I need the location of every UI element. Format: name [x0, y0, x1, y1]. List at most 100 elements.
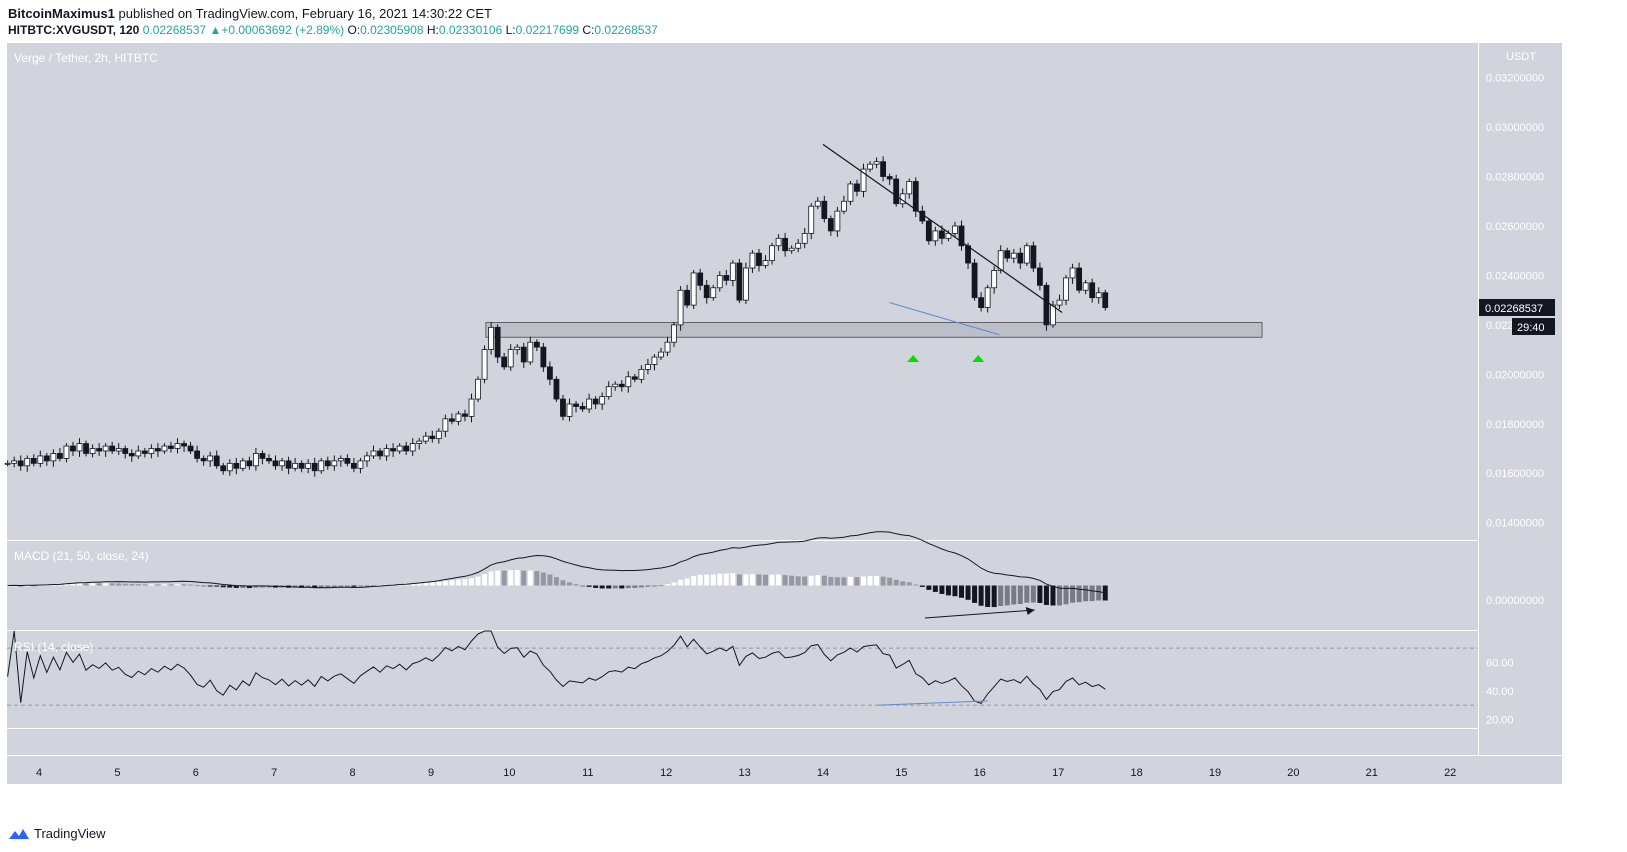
rsi-tick-label: 40.00	[1486, 686, 1514, 698]
macd-histogram-bar	[31, 585, 37, 587]
candle-body	[422, 435, 429, 442]
macd-histogram-bar	[83, 583, 89, 586]
candle	[873, 157, 880, 169]
candle-body	[285, 460, 292, 469]
candle	[337, 455, 344, 467]
footer-brand[interactable]: TradingView	[8, 826, 106, 841]
rsi-pane[interactable]	[7, 631, 1478, 728]
macd-histogram-bar	[442, 580, 448, 586]
candle-body	[57, 453, 63, 459]
macd-pane[interactable]	[7, 541, 1478, 630]
candle	[351, 457, 357, 473]
macd-histogram-bar	[749, 573, 755, 586]
candle	[141, 448, 148, 458]
candle-body	[1056, 299, 1063, 306]
macd-histogram-bar	[828, 576, 834, 586]
macd-histogram-bar	[50, 584, 56, 586]
candle-body	[259, 453, 266, 459]
macd-histogram-bar	[129, 584, 135, 586]
candle	[96, 443, 103, 456]
candle	[200, 455, 207, 466]
price-pane[interactable]	[7, 43, 1478, 540]
author-name[interactable]: BitcoinMaximus1	[8, 6, 115, 21]
macd-histogram-bar	[240, 585, 246, 588]
candle-body	[488, 326, 495, 351]
candle	[344, 454, 351, 467]
candle	[821, 195, 828, 223]
time-axis[interactable]	[7, 756, 1562, 784]
candle	[1023, 242, 1030, 267]
macd-histogram-bar	[560, 580, 566, 586]
candle	[814, 197, 821, 210]
candle-body	[462, 413, 468, 417]
candle	[4, 460, 11, 467]
candle-body	[213, 455, 220, 467]
macd-histogram-bar	[331, 585, 337, 588]
macd-histogram-bar	[932, 585, 938, 592]
candle-body	[527, 341, 534, 363]
macd-histogram-bar	[815, 575, 821, 586]
macd-histogram-bar	[906, 582, 912, 586]
macd-histogram-bar	[220, 585, 226, 588]
macd-histogram-bar	[253, 585, 259, 588]
macd-histogram-bar	[691, 576, 697, 586]
candle-body	[279, 460, 285, 467]
chart-area[interactable]: 20.00 40.00 60.00 0.01400000 0.01600000 0.01…	[0, 0, 1627, 820]
candle-body	[854, 183, 860, 192]
candle-body	[697, 272, 704, 286]
rsi-title: RSI (14, close)	[14, 640, 93, 654]
candle-body	[383, 448, 390, 457]
candle-body	[1076, 267, 1083, 291]
candle	[514, 344, 521, 355]
candle-body	[266, 458, 272, 462]
candle-body	[207, 455, 214, 462]
candle	[1089, 278, 1096, 303]
candle	[912, 177, 919, 218]
symbol-label: HITBTC:XVGUSDT, 120	[8, 23, 140, 37]
macd-histogram-bar	[861, 576, 867, 586]
candle-body	[952, 225, 958, 234]
candle-body	[671, 324, 677, 343]
price-axis[interactable]	[1479, 43, 1562, 755]
macd-histogram-bar	[246, 585, 252, 589]
candle	[834, 206, 841, 237]
candle	[860, 163, 867, 198]
candle-body	[658, 351, 664, 358]
candle	[952, 221, 958, 238]
candle	[1043, 282, 1050, 331]
candle-body	[96, 448, 103, 452]
candle-body	[533, 341, 540, 348]
candle-body	[586, 398, 593, 410]
candle-body	[841, 200, 847, 212]
macd-histogram-bar	[96, 583, 102, 586]
candle-body	[37, 455, 44, 464]
candle-body	[756, 252, 762, 266]
macd-histogram-bar	[155, 584, 161, 586]
macd-histogram-bar	[723, 573, 729, 586]
candle-body	[553, 378, 560, 400]
candle-body	[377, 450, 383, 457]
macd-histogram-bar	[1063, 585, 1069, 605]
macd-histogram-bar	[116, 583, 122, 586]
macd-histogram-bar	[194, 585, 200, 587]
candle-body	[141, 450, 148, 454]
candle	[253, 448, 259, 471]
candle-body	[43, 455, 50, 462]
candle-body	[729, 262, 736, 281]
candle-body	[1030, 245, 1037, 269]
close-label: C:	[582, 23, 595, 37]
published-text: published on TradingView.com, February 1…	[118, 6, 492, 21]
macd-histogram-bar	[553, 577, 559, 586]
macd-histogram-bar	[547, 574, 553, 586]
candle	[488, 321, 495, 355]
time-tick-label: 15	[895, 767, 907, 779]
macd-histogram-bar	[678, 579, 684, 586]
candle-body	[200, 458, 207, 462]
candle	[723, 269, 730, 286]
candle	[1004, 247, 1011, 263]
macd-histogram-bar	[357, 585, 363, 587]
candle	[155, 443, 161, 457]
candle	[285, 456, 292, 475]
candle	[618, 380, 625, 392]
time-tick-label: 14	[817, 767, 829, 779]
